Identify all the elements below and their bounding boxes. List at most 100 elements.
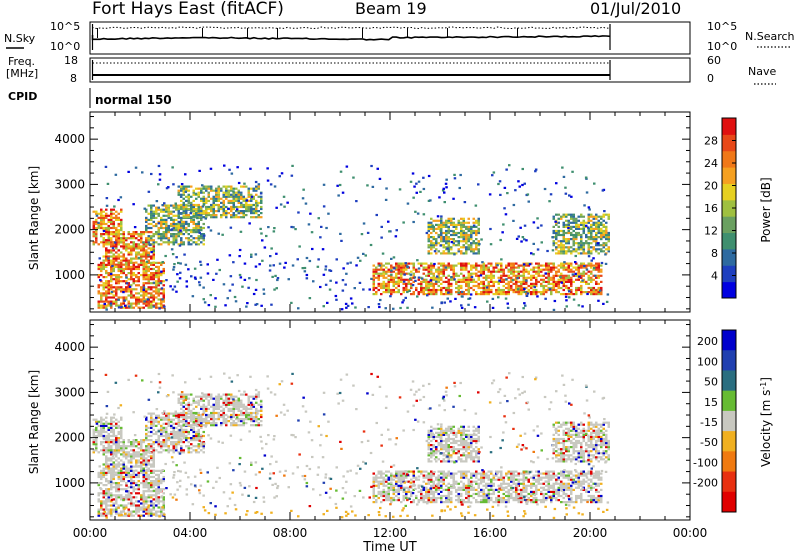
velocity-cell xyxy=(155,430,158,434)
power-cell xyxy=(467,303,470,306)
power-cell xyxy=(180,222,183,226)
power-cell xyxy=(425,280,428,283)
power-cell xyxy=(329,279,332,282)
power-cell xyxy=(575,286,578,290)
power-cell xyxy=(217,185,220,188)
power-cell xyxy=(567,238,570,241)
power-cell xyxy=(497,182,500,186)
velocity-cell xyxy=(202,430,205,434)
velocity-cell xyxy=(140,443,143,446)
power-cell xyxy=(105,298,108,301)
power-cell xyxy=(567,240,570,243)
velocity-cell xyxy=(145,461,148,464)
power-cell xyxy=(127,284,130,287)
power-cell xyxy=(160,287,164,290)
power-cell xyxy=(241,285,244,288)
power-cell xyxy=(560,250,563,253)
power-cell xyxy=(155,206,158,209)
power-cell xyxy=(515,286,518,290)
velocity-cell xyxy=(110,463,113,466)
power-cell xyxy=(324,268,327,271)
velocity-cell xyxy=(140,514,143,517)
power-cell xyxy=(567,274,570,277)
power-cell xyxy=(150,172,153,176)
power-colorbar-label: Power [dB] xyxy=(759,177,773,242)
power-cell xyxy=(247,199,250,202)
power-cell xyxy=(440,291,443,294)
power-cell xyxy=(567,223,570,226)
power-cell xyxy=(150,302,153,305)
power-cell xyxy=(400,293,403,296)
velocity-cell xyxy=(100,514,103,517)
power-cell xyxy=(152,243,155,246)
power-cell xyxy=(555,231,558,235)
power-cell xyxy=(495,293,498,296)
power-cell xyxy=(225,189,228,192)
power-cell xyxy=(442,236,445,239)
power-cell xyxy=(460,280,463,283)
power-cell xyxy=(565,240,568,243)
power-cell xyxy=(431,224,434,227)
power-cell xyxy=(250,203,253,207)
power-cell xyxy=(570,246,573,249)
power-cell xyxy=(145,267,148,271)
power-cell xyxy=(157,267,160,271)
power-cell xyxy=(557,270,560,273)
velocity-cell xyxy=(122,475,125,479)
velocity-cell xyxy=(100,500,103,503)
power-cell xyxy=(150,251,153,254)
power-cell xyxy=(107,237,110,240)
velocity-cell xyxy=(215,411,218,415)
velocity-cell xyxy=(205,393,208,396)
power-cell xyxy=(162,210,165,213)
power-cell xyxy=(107,263,110,266)
power-cell xyxy=(119,196,123,199)
power-cell xyxy=(431,306,434,309)
velocity-cell xyxy=(107,504,110,507)
velocity-cell xyxy=(120,416,123,419)
power-cell xyxy=(162,294,165,297)
velocity-cell xyxy=(205,405,208,408)
power-cell xyxy=(106,182,110,185)
power-cell xyxy=(120,259,123,262)
power-cell xyxy=(95,220,98,223)
power-cell xyxy=(402,291,405,294)
velocity-cell xyxy=(187,403,190,406)
colorbar-tick-label: 24 xyxy=(704,157,718,170)
velocity-cell xyxy=(132,504,135,507)
power-cell xyxy=(142,241,145,244)
power-cell xyxy=(155,284,158,287)
power-cell xyxy=(192,212,195,215)
power-cell xyxy=(192,231,195,234)
power-cell xyxy=(214,297,217,300)
power-cell xyxy=(376,167,379,170)
power-cell xyxy=(491,306,495,309)
velocity-cell xyxy=(225,418,228,421)
power-cell xyxy=(522,266,525,269)
power-cell xyxy=(574,261,577,264)
velocity-cell xyxy=(95,426,98,429)
power-cell xyxy=(392,282,395,285)
power-cell xyxy=(527,284,530,288)
power-cell xyxy=(555,280,558,283)
power-cell xyxy=(597,291,600,294)
power-cell xyxy=(551,249,555,252)
power-cell xyxy=(536,248,540,251)
power-cell xyxy=(107,241,110,244)
power-cell xyxy=(562,278,565,281)
velocity-cell xyxy=(207,420,210,423)
velocity-cell xyxy=(217,405,220,408)
power-cell xyxy=(122,247,125,250)
velocity-cell xyxy=(105,463,108,466)
power-cell xyxy=(142,306,145,309)
velocity-cell xyxy=(147,449,150,452)
velocity-cell xyxy=(112,463,115,466)
velocity-cell xyxy=(107,510,110,513)
velocity-cell xyxy=(152,463,155,466)
power-cell xyxy=(587,236,590,239)
velocity-cell xyxy=(187,409,190,412)
velocity-cell xyxy=(210,415,213,419)
power-cell xyxy=(114,173,118,176)
power-cell xyxy=(261,239,264,242)
